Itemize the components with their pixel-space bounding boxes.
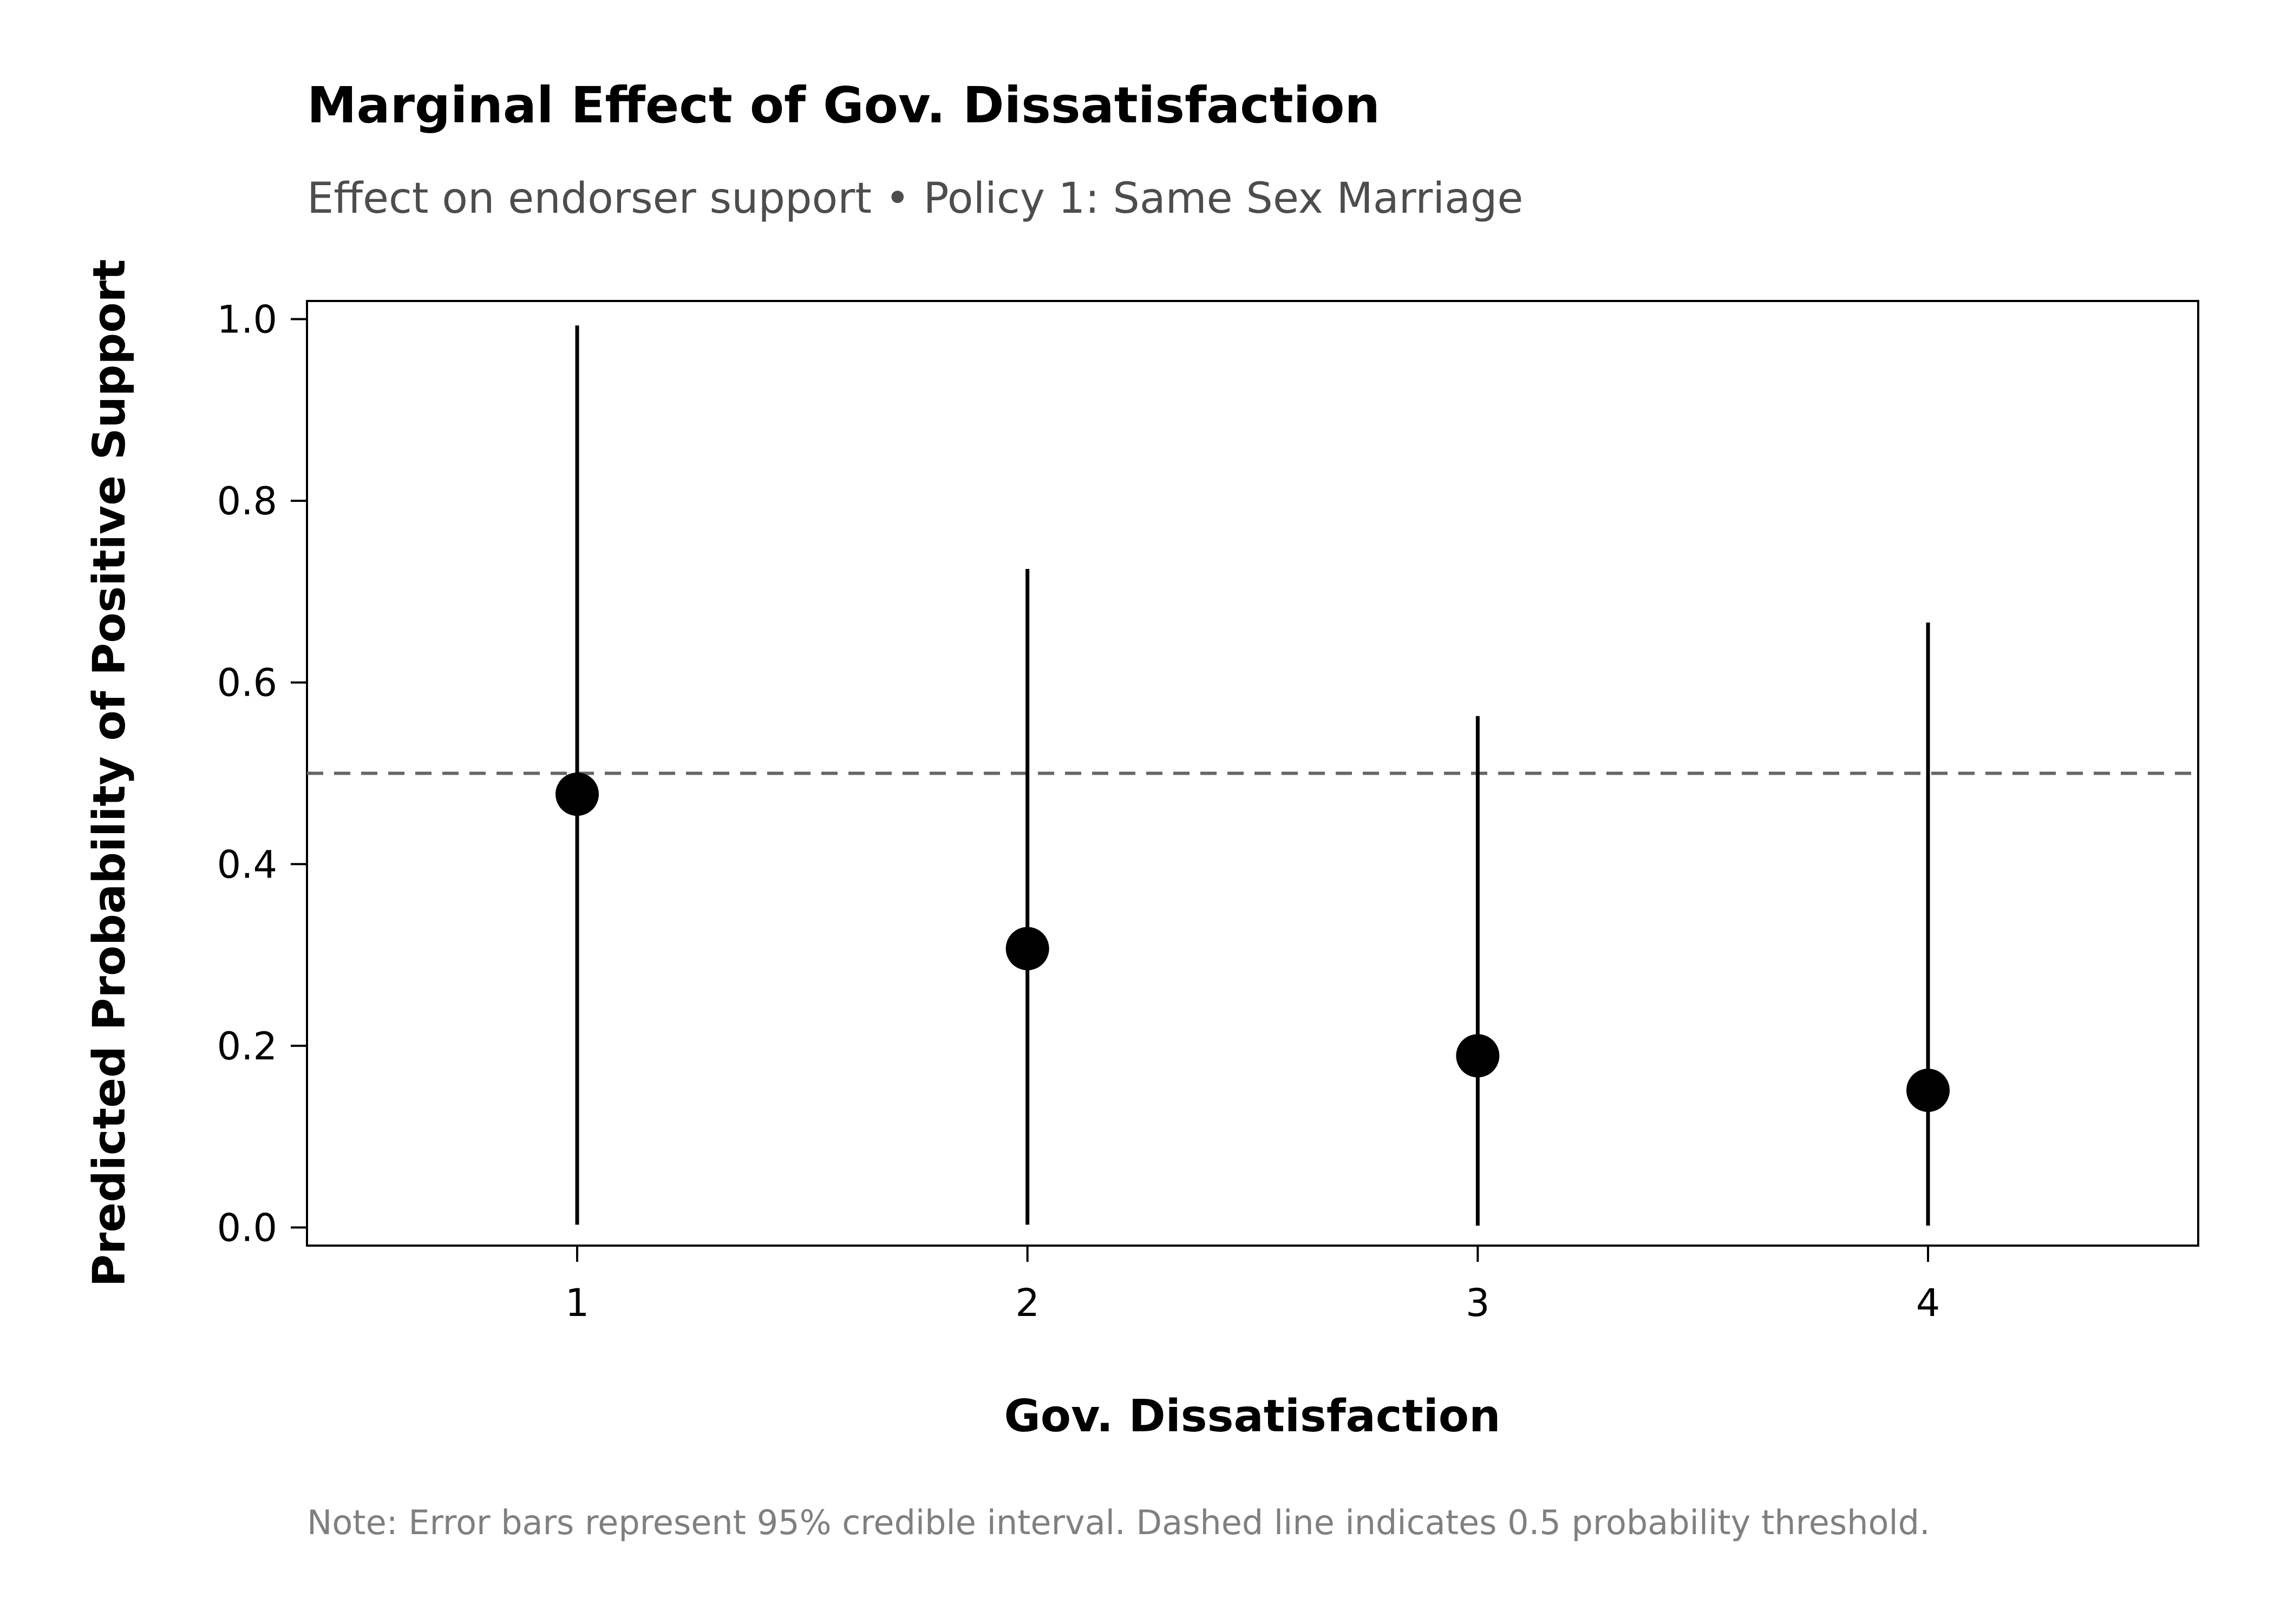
chart-note: Note: Error bars represent 95% credible …	[307, 1503, 1930, 1542]
x-tick-label: 4	[1916, 1281, 1940, 1325]
x-tick-label: 3	[1466, 1281, 1490, 1325]
data-point	[1906, 1069, 1950, 1112]
y-axis-label: Predicted Probability of Positive Suppor…	[84, 259, 135, 1287]
chart-subtitle: Effect on endorser support • Policy 1: S…	[307, 174, 1523, 223]
y-tick-label: 0.6	[217, 661, 277, 705]
x-axis-label: Gov. Dissatisfaction	[1004, 1391, 1501, 1442]
y-axis-ticks: 0.0 0.2 0.4 0.6 0.8 1.0	[217, 298, 307, 1250]
y-tick-label: 0.0	[217, 1206, 277, 1250]
data-points	[556, 772, 1950, 1112]
y-tick-label: 0.2	[217, 1024, 277, 1069]
error-bars	[575, 325, 1930, 1226]
data-point	[1456, 1034, 1500, 1078]
chart-title: Marginal Effect of Gov. Dissatisfaction	[307, 76, 1380, 134]
x-tick-label: 1	[565, 1281, 590, 1325]
x-axis-ticks: 1 2 3 4	[565, 1246, 1940, 1325]
data-point	[1005, 927, 1049, 971]
y-tick-label: 1.0	[217, 298, 277, 342]
x-tick-label: 2	[1015, 1281, 1040, 1325]
y-tick-label: 0.4	[217, 842, 277, 887]
y-tick-label: 0.8	[217, 479, 277, 523]
data-point	[556, 772, 599, 816]
